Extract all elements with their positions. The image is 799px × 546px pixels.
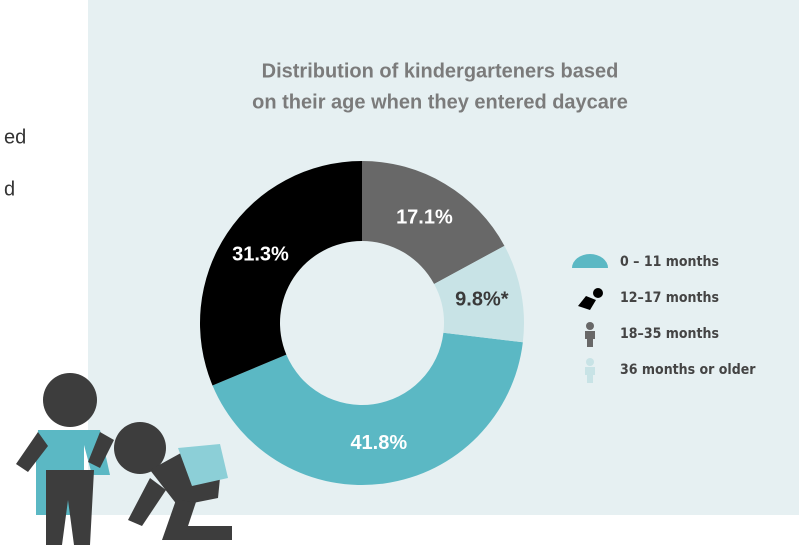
donut-segment [434,245,524,343]
value-label: 31.3% [232,244,289,266]
chart-title: Distribution of kindergarteners based [262,60,619,82]
legend-icon-shape [585,367,595,383]
side-text: d [4,178,15,200]
legend-icon-shape [578,296,596,310]
legend-icon [585,358,595,383]
children-illustration [16,373,232,545]
legend-icon-shape [572,254,608,268]
legend-icon-shape [593,288,603,298]
legend-icon [585,322,595,347]
value-label: 41.8% [350,432,407,454]
legend-label: 0 – 11 months [620,254,719,270]
donut-segment [199,160,362,386]
donut-segment [212,332,523,485]
legend-icon-shape [585,331,595,347]
chart-title: on their age when they entered daycare [252,91,628,113]
value-label: 17.1% [396,206,453,228]
legend-label: 12–17 months [620,290,719,306]
legend-label: 18–35 months [620,326,719,342]
value-label: 9.8%* [455,288,509,310]
donut-segment [362,161,505,284]
legend-icon [572,254,608,268]
legend-icon-shape [586,358,594,366]
legend-icon-shape [586,322,594,330]
legend-icon [578,288,603,310]
side-text: ed [4,126,26,148]
legend-label: 36 months or older [620,362,756,378]
